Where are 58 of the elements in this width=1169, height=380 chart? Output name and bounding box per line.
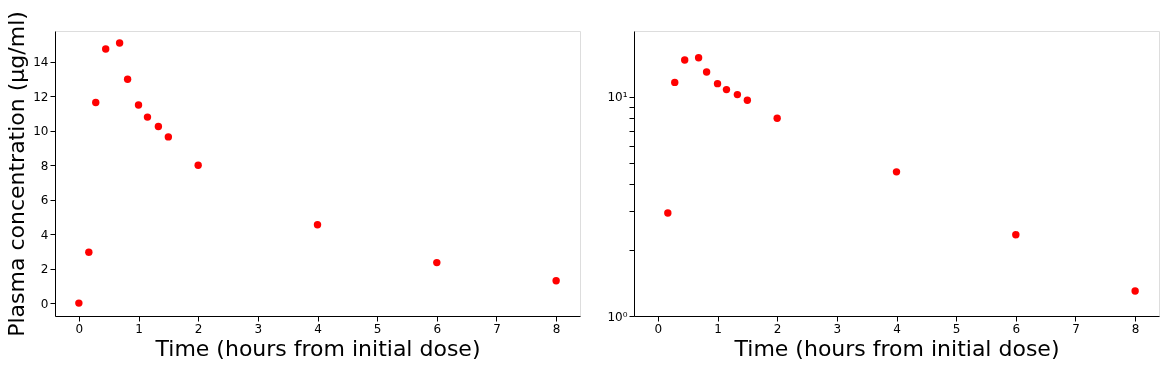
x-tick-label: 1: [714, 321, 722, 336]
y-tick-label: 8: [40, 158, 49, 173]
point: [433, 258, 441, 267]
y-tick-label: 0: [40, 296, 49, 311]
point: [664, 209, 672, 217]
x-tick-label: 0: [75, 321, 84, 336]
point: [713, 79, 722, 88]
point: [154, 122, 163, 131]
point: [694, 54, 703, 62]
point: [85, 248, 93, 256]
y-tick-label: 4: [40, 227, 49, 242]
point: [681, 56, 689, 64]
x-tick-label: 1: [135, 321, 143, 336]
point: [194, 161, 202, 170]
x-axis-title: Time (hours from initial dose): [733, 335, 1060, 361]
y-axis-title: Plasma concentration (μg/ml): [4, 11, 30, 337]
x-tick-label: 0: [654, 321, 663, 336]
point: [102, 45, 110, 53]
point: [134, 101, 143, 109]
x-axis-title: Time (hours from initial dose): [154, 335, 481, 361]
point: [722, 85, 731, 94]
x-tick-label: 3: [833, 321, 842, 336]
x-tick-label: 6: [433, 321, 442, 336]
point: [164, 133, 173, 141]
point: [733, 90, 742, 99]
point: [1012, 231, 1020, 239]
x-tick-label: 7: [493, 321, 501, 336]
x-tick-label: 3: [254, 321, 263, 336]
point: [313, 221, 322, 229]
y-tick-label: 10⁰: [607, 309, 628, 324]
x-tick-label: 5: [952, 321, 961, 336]
x-tick-label: 2: [194, 321, 203, 336]
point: [702, 68, 711, 76]
x-tick-label: 4: [893, 321, 901, 336]
point: [892, 168, 901, 176]
y-tick-label: 10¹: [607, 90, 628, 105]
point: [115, 39, 124, 47]
point: [671, 78, 679, 87]
x-tick-label: 7: [1072, 321, 1080, 336]
x-tick-label: 8: [1131, 321, 1140, 336]
x-tick-label: 6: [1012, 321, 1021, 336]
x-tick-label: 2: [773, 321, 782, 336]
point: [123, 75, 132, 83]
point: [143, 113, 152, 121]
y-tick-label: 6: [40, 193, 49, 208]
y-tick-label: 12: [33, 89, 49, 104]
x-tick-label: 5: [373, 321, 382, 336]
x-tick-label: 8: [552, 321, 561, 336]
point: [75, 299, 83, 307]
y-tick-label: 14: [33, 55, 49, 70]
point: [743, 96, 752, 105]
x-tick-label: 4: [314, 321, 322, 336]
point: [552, 277, 560, 285]
point: [92, 98, 100, 107]
y-tick-label: 2: [40, 262, 49, 277]
point: [773, 114, 781, 122]
y-tick-label: 10: [33, 124, 49, 139]
point: [1131, 287, 1139, 295]
